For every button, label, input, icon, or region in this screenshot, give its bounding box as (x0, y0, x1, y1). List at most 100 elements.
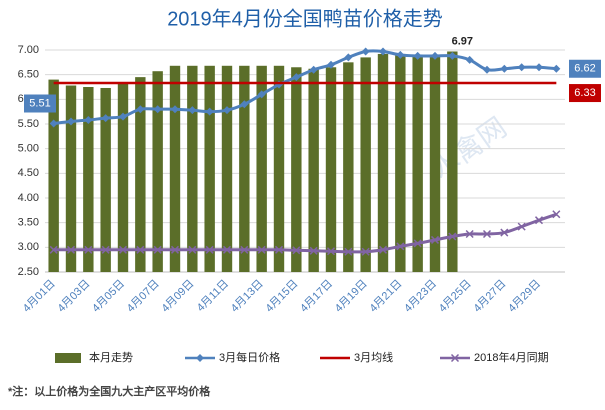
bar (377, 53, 389, 272)
point-marker (84, 116, 93, 125)
point-marker (413, 51, 422, 60)
bar (360, 57, 371, 273)
point-marker (535, 63, 543, 72)
y-tick-label: 5.50 (18, 118, 39, 130)
bar (100, 87, 111, 272)
line (53, 212, 557, 254)
bar (343, 62, 354, 273)
point-marker (500, 64, 509, 73)
data-label-box (569, 84, 601, 103)
legend-label: 3月每日价格 (219, 350, 280, 364)
point-marker (136, 105, 145, 114)
bar (308, 68, 319, 272)
chart-title: 2019年4月份全国鸭苗价格走势 (167, 7, 443, 30)
point-marker (361, 47, 370, 56)
point-marker (67, 117, 75, 126)
bar (187, 65, 198, 272)
point-marker (101, 114, 110, 123)
legend-marker (450, 353, 460, 363)
point-marker (430, 235, 440, 244)
point-marker (205, 107, 214, 116)
bar (256, 65, 267, 272)
bar (325, 67, 337, 273)
bar (204, 65, 215, 272)
point-marker (240, 100, 249, 109)
bar (152, 71, 163, 272)
bar (273, 65, 285, 272)
y-tick-label: 5.00 (18, 143, 39, 155)
point-marker (223, 106, 231, 115)
point-marker (188, 106, 197, 115)
data-label: 6.97 (452, 35, 473, 47)
point-marker (361, 247, 370, 256)
point-marker (292, 246, 301, 255)
bar (291, 67, 302, 273)
point-marker (344, 53, 353, 62)
bar (429, 54, 441, 272)
point-marker (136, 245, 145, 254)
y-tick-label: 4.00 (18, 192, 39, 204)
data-label-box (24, 94, 56, 113)
point-marker (153, 105, 162, 114)
point-marker (257, 245, 266, 254)
footnote: *注：以上价格为全国九大主产区平均价格 (8, 384, 211, 398)
point-marker (517, 63, 526, 72)
point-marker (396, 242, 405, 251)
point-marker (483, 65, 491, 74)
point-marker (413, 239, 422, 248)
point-marker (517, 222, 526, 231)
bar (395, 53, 406, 272)
point-marker (119, 112, 127, 121)
bar (169, 65, 181, 272)
legend-marker (196, 354, 204, 362)
point-marker (205, 245, 214, 254)
point-marker (292, 73, 301, 82)
point-marker (534, 216, 544, 225)
point-marker (379, 47, 387, 56)
point-marker (465, 55, 474, 64)
point-marker (84, 245, 93, 254)
point-marker (101, 245, 110, 254)
y-tick-label: 4.50 (18, 167, 39, 179)
data-label-box (569, 59, 601, 78)
legend-label: 本月走势 (89, 350, 133, 364)
point-marker (431, 51, 439, 60)
point-marker (448, 51, 457, 60)
point-marker (66, 245, 76, 254)
y-tick-label: 7.00 (18, 44, 39, 56)
y-tick-label: 3.00 (18, 241, 39, 253)
legend-label: 2018年4月同期 (474, 350, 549, 364)
point-marker (448, 232, 457, 241)
point-marker (309, 246, 318, 255)
point-marker (378, 245, 388, 254)
point-marker (274, 245, 284, 254)
bar (65, 85, 77, 273)
bar (117, 83, 129, 272)
point-marker (500, 228, 509, 237)
point-marker (49, 245, 58, 254)
bar (48, 79, 59, 272)
point-marker (344, 247, 353, 256)
point-marker (170, 245, 180, 254)
legend-label: 3月均线 (354, 350, 393, 364)
point-marker (118, 245, 128, 254)
legend-swatch (55, 353, 81, 363)
bar (239, 65, 250, 272)
point-marker (49, 119, 58, 128)
bar (412, 54, 423, 272)
data-label: 5.51 (29, 97, 50, 109)
point-marker (257, 90, 266, 99)
data-label: 6.33 (574, 87, 595, 99)
point-marker (222, 245, 232, 254)
point-marker (327, 60, 335, 69)
point-marker (309, 65, 318, 74)
point-marker (326, 247, 336, 256)
point-marker (240, 245, 249, 254)
point-marker (482, 229, 492, 239)
point-marker (465, 229, 474, 239)
point-marker (552, 210, 561, 219)
y-tick-label: 3.50 (18, 217, 39, 229)
bar (221, 65, 233, 272)
bar (135, 77, 146, 272)
